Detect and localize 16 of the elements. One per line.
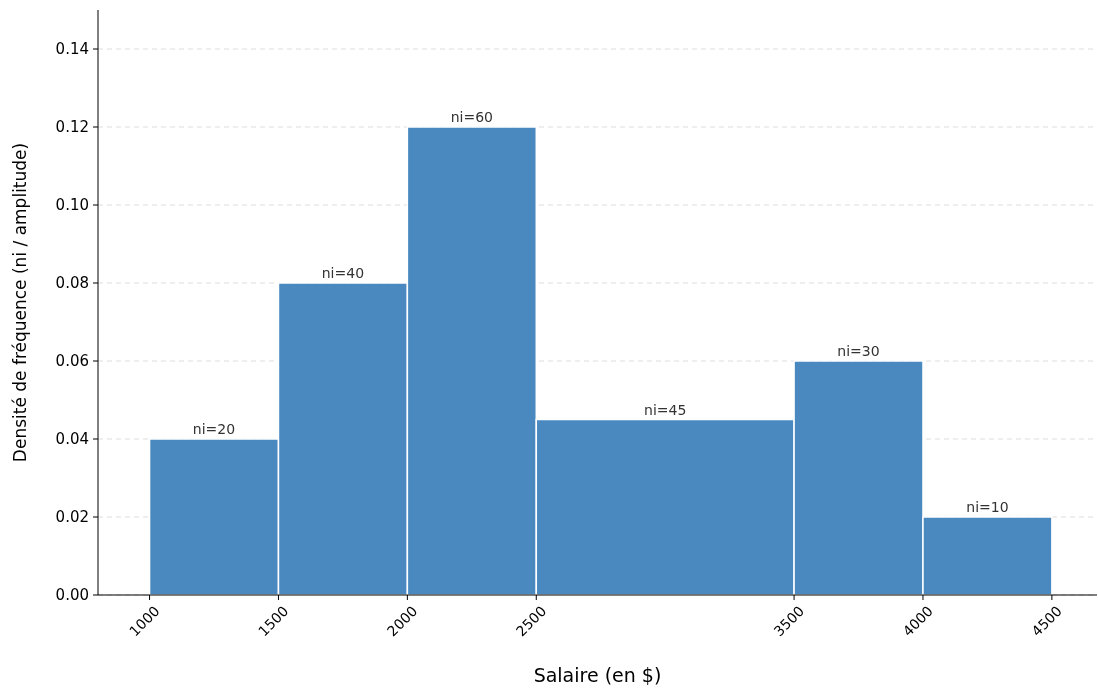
x-axis-title: Salaire (en $) xyxy=(533,664,662,686)
y-tick-label: 0.02 xyxy=(55,508,89,527)
annotation: ni=30 xyxy=(837,343,880,359)
y-tick-label: 0.00 xyxy=(55,586,89,605)
y-tick-label: 0.06 xyxy=(55,352,89,371)
y-tick-label: 0.12 xyxy=(55,118,89,137)
y-tick-label: 0.08 xyxy=(55,274,89,293)
annotation: ni=10 xyxy=(966,499,1009,515)
y-tick-label: 0.10 xyxy=(55,196,89,215)
annotation: ni=60 xyxy=(450,109,493,125)
annotation: ni=20 xyxy=(192,421,236,437)
y-tick-label: 0.14 xyxy=(55,40,89,59)
annotation: ni=40 xyxy=(321,265,365,281)
y-tick-label: 0.04 xyxy=(55,430,89,449)
y-axis-title: Densité de fréquence (ni / amplitude) xyxy=(10,142,30,463)
annotation: ni=45 xyxy=(644,401,687,418)
